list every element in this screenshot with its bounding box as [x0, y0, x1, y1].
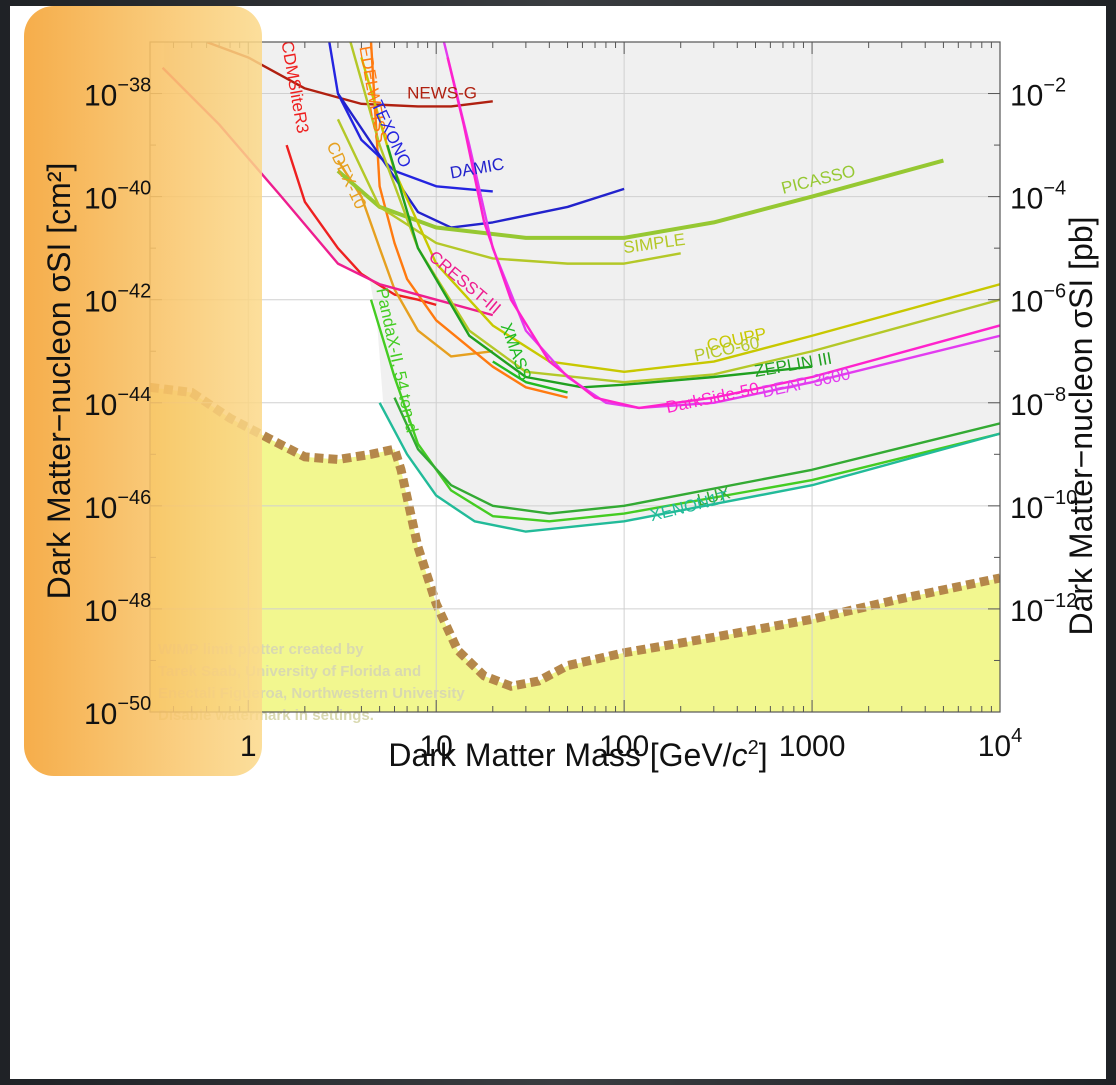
- y-tick-label-right: 10−8: [1010, 384, 1066, 422]
- neutrino-floor-fill: [150, 387, 1000, 712]
- y-tick-label-right: 10−10: [1010, 487, 1077, 525]
- series-texono: [328, 42, 493, 193]
- y-tick-label-left: 10−42: [84, 281, 151, 319]
- series-edelweiss: [369, 42, 568, 399]
- series-pico-60: [349, 42, 1000, 384]
- tick-labels: 1 10 100 1000 104 10−38 10−40 10−42 10−44 10−46 10…: [84, 75, 1077, 763]
- series-pandax-ii-54-ton-d: [369, 299, 1000, 523]
- y-axis-title-right: Dark Matter−nucleon σSI [pb]: [1063, 216, 1099, 635]
- y-tick-label-right: 10−12: [1010, 590, 1077, 628]
- excluded-region: [164, 42, 1000, 532]
- series-darkside-50: [446, 57, 1000, 410]
- y-axis-title-left: Dark Matter−nucleon σSI [cm²]: [41, 163, 77, 600]
- y-tick-label-right: 10−4: [1010, 178, 1066, 216]
- series-simple: [336, 118, 681, 265]
- y-tick-label-left: 10−38: [84, 75, 151, 113]
- y-tick-label-left: 10−44: [84, 384, 151, 422]
- y-tick-label-left: 10−40: [84, 178, 151, 216]
- x-tick-label: 10: [420, 730, 453, 763]
- label-news-g: NEWS-G: [407, 84, 477, 103]
- series-xenon1t: [378, 402, 1000, 533]
- series-zeplin-iii: [386, 144, 813, 389]
- x-tick-label: 1: [240, 730, 257, 763]
- x-tick-label: 100: [599, 730, 649, 763]
- series-xmass: [492, 360, 568, 394]
- x-tick-label: 1000: [779, 730, 846, 763]
- series-lux: [393, 397, 1000, 515]
- highlight-overlay: [24, 6, 262, 776]
- y-tick-label-left: 10−46: [84, 487, 151, 525]
- excluded-region-fill: [164, 42, 1000, 532]
- y-tick-label-left: 10−50: [84, 693, 151, 731]
- y-tick-label-left: 10−48: [84, 590, 151, 628]
- series-picasso: [336, 158, 944, 240]
- y-tick-label-right: 10−2: [1010, 75, 1066, 113]
- y-tick-label-right: 10−6: [1010, 281, 1066, 319]
- x-tick-label: 104: [978, 725, 1023, 763]
- x-axis-title: Dark Matter Mass [GeV/c2]: [388, 737, 767, 773]
